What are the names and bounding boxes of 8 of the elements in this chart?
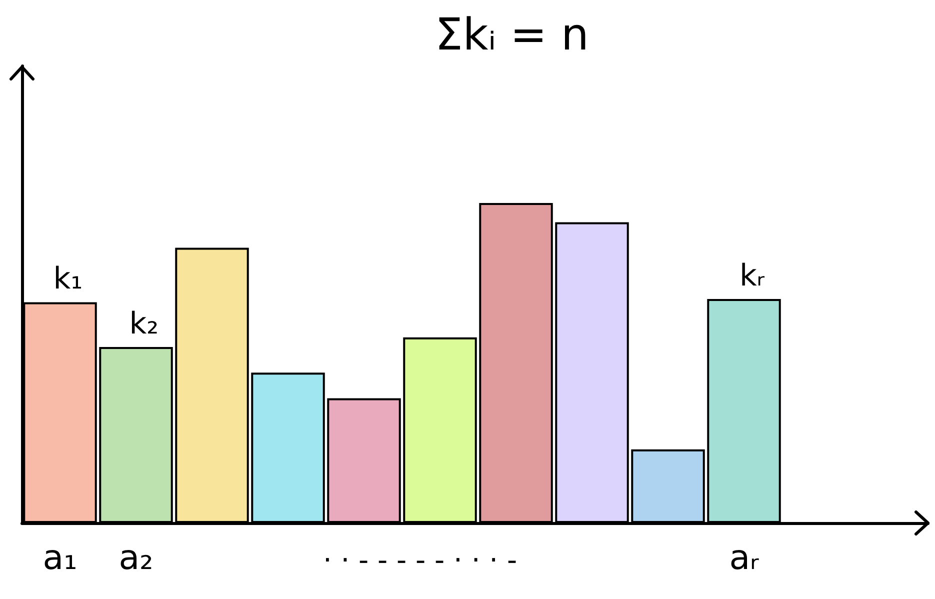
annotation: kᵣ [739, 258, 765, 294]
x-tick-label: a₁ [42, 538, 78, 578]
x-tick-label: a₂ [118, 538, 154, 578]
text: · · - - - - - · · · - [322, 544, 518, 576]
annotation: k₁ [53, 262, 83, 297]
x-tick-label: aᵣ [729, 538, 760, 578]
annotation: k₂ [129, 306, 159, 342]
chart-title: Σkᵢ = n [435, 10, 589, 60]
